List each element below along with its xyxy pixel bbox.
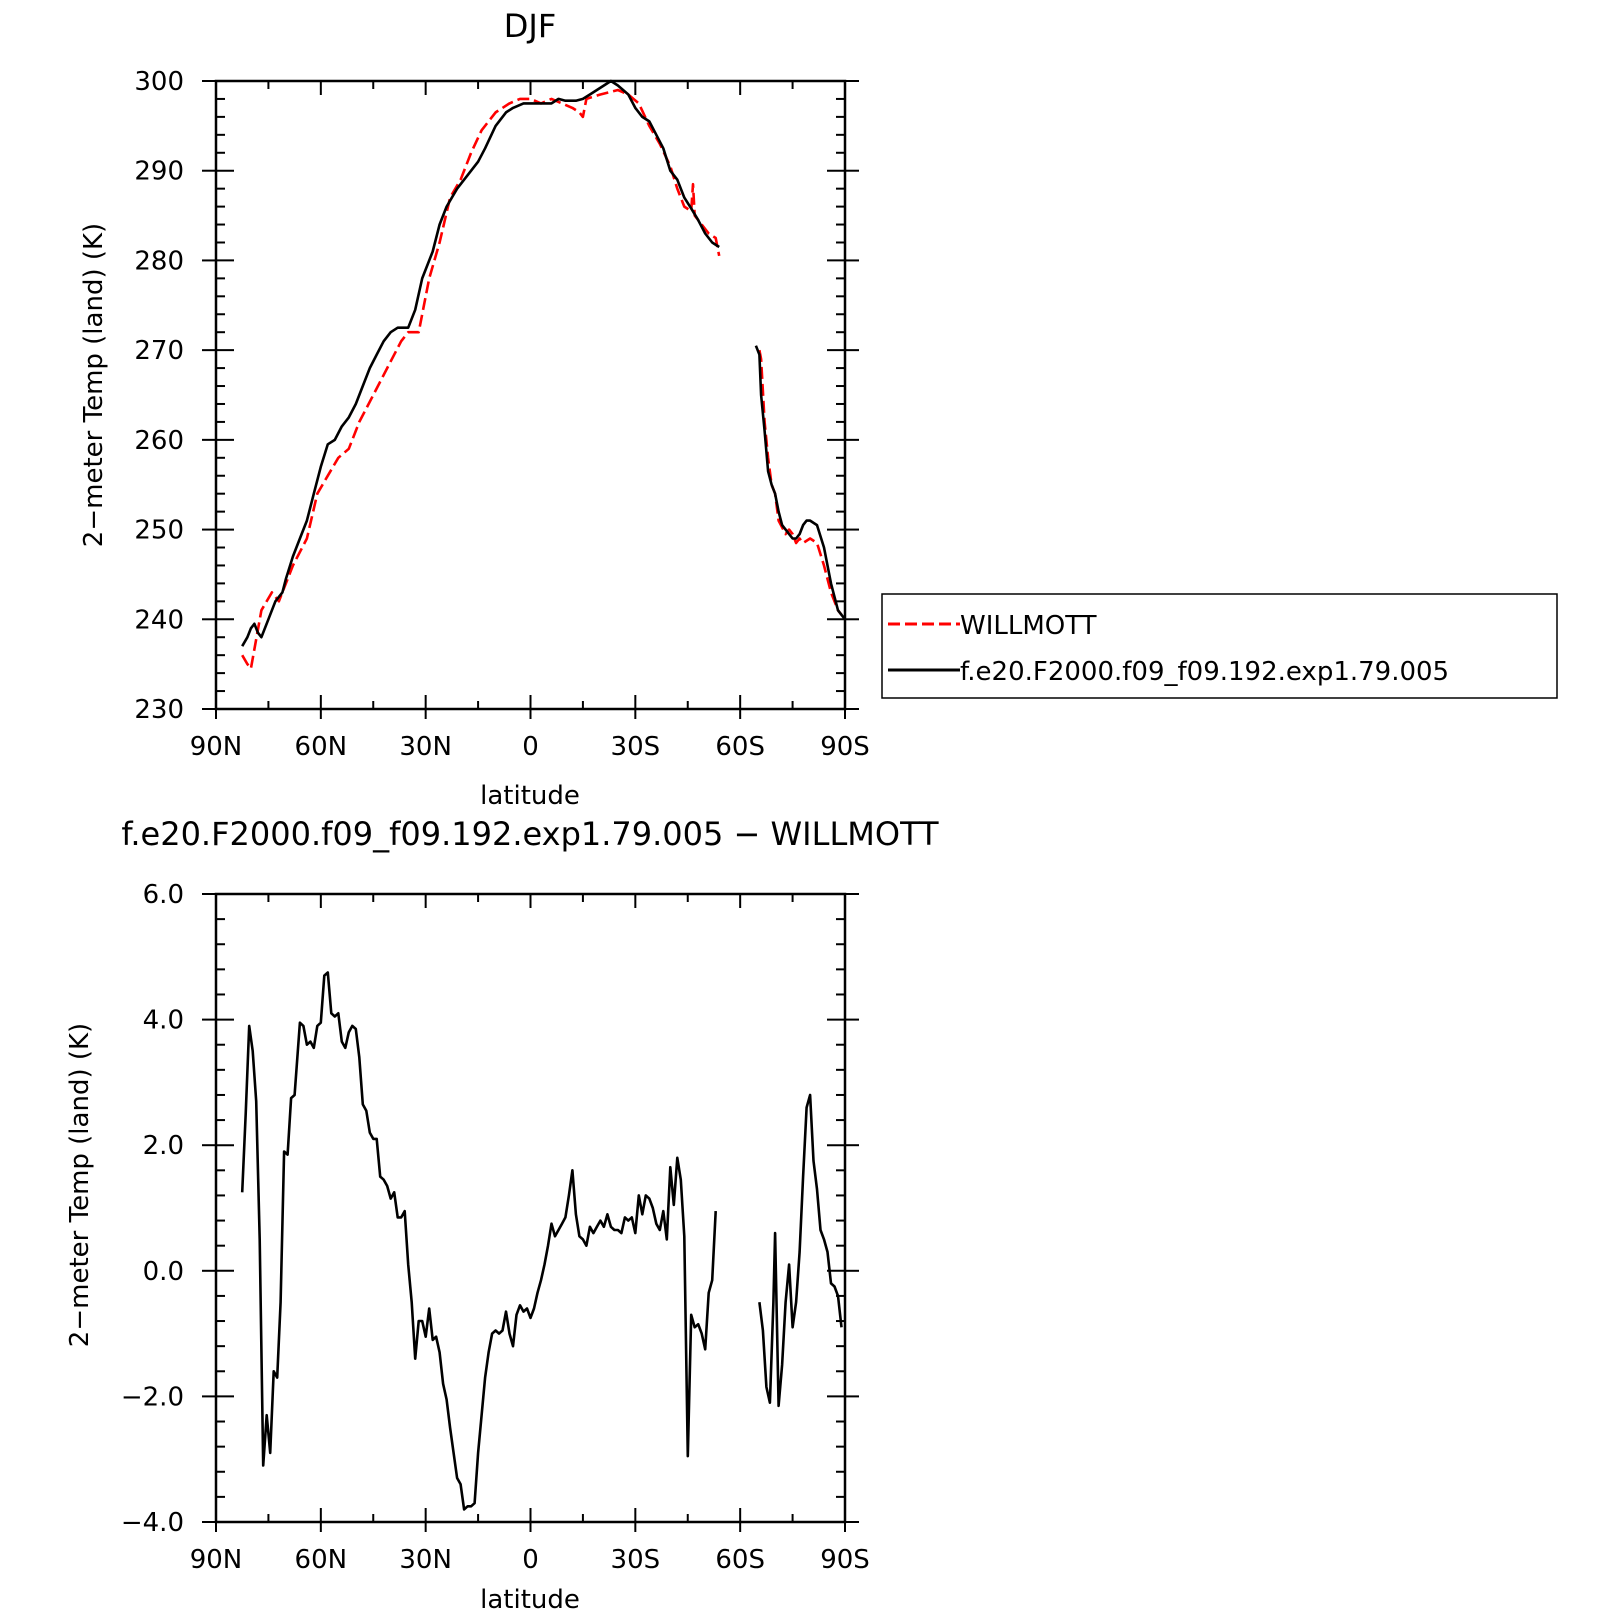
top-series-1-line <box>754 345 847 621</box>
legend-label-willmott: WILLMOTT <box>960 611 1097 641</box>
top-panel: DJF 90N 60N 30N 0 30S 60S 90S 230 240 250 260 270 28… <box>79 7 870 811</box>
bottom-x-tick-label: 60N <box>295 1545 348 1575</box>
top-y-tick-label: 230 <box>134 695 184 725</box>
bottom-series-0-line <box>240 971 717 1511</box>
bottom-plot-frame <box>214 892 847 1524</box>
top-y-tick-label: 240 <box>134 605 184 635</box>
top-y-tick-label: 250 <box>134 516 184 546</box>
legend-label-model: f.e20.F2000.f09_f09.192.exp1.79.005 <box>960 657 1449 687</box>
top-chart-title: DJF <box>504 7 556 45</box>
bottom-y-tick-label: 0.0 <box>143 1257 184 1287</box>
bottom-x-tick-label: 30N <box>399 1545 452 1575</box>
top-x-tick-label: 90S <box>820 732 870 762</box>
top-y-tick-label: 260 <box>134 426 184 456</box>
bottom-y-axis-label: 2−meter Temp (land) (K) <box>65 1023 95 1347</box>
bottom-x-tick-label: 90N <box>190 1545 243 1575</box>
top-y-tick-label: 270 <box>134 336 184 366</box>
top-plot-area: 90N 60N 30N 0 30S 60S 90S 230 240 250 260 270 280 290… <box>134 67 869 762</box>
bottom-plot-area: 90N 60N 30N 0 30S 60S 90S −4.0 −2.0 0.0 2.0 4.0 6.0 <box>121 880 870 1575</box>
bottom-chart-title: f.e20.F2000.f09_f09.192.exp1.79.005 − WI… <box>121 815 939 853</box>
bottom-y-tick-label: −2.0 <box>121 1382 184 1412</box>
bottom-series-0-line <box>758 1093 843 1408</box>
bottom-y-tick-label: 6.0 <box>143 880 184 910</box>
bottom-x-tick-label: 30S <box>611 1545 661 1575</box>
top-x-tick-label: 60S <box>715 732 765 762</box>
bottom-y-tick-label: 2.0 <box>143 1131 184 1161</box>
top-series-0-line <box>241 88 721 670</box>
top-series-1-line <box>241 79 720 647</box>
top-x-tick-label: 30N <box>399 732 452 762</box>
top-x-tick-label: 90N <box>190 732 243 762</box>
top-x-tick-label: 30S <box>611 732 661 762</box>
top-plot-frame <box>214 79 847 711</box>
top-x-tick-label: 0 <box>522 732 539 762</box>
bottom-x-tick-label: 60S <box>715 1545 765 1575</box>
bottom-y-tick-label: −4.0 <box>121 1508 184 1538</box>
top-x-axis-label: latitude <box>480 781 580 811</box>
top-y-tick-label: 290 <box>134 157 184 187</box>
bottom-panel: f.e20.F2000.f09_f09.192.exp1.79.005 − WI… <box>65 815 939 1613</box>
legend-box <box>881 593 1558 699</box>
top-x-tick-label: 60N <box>295 732 348 762</box>
top-y-axis-label: 2−meter Temp (land) (K) <box>79 223 109 547</box>
bottom-y-tick-label: 4.0 <box>143 1006 184 1036</box>
bottom-x-tick-label: 0 <box>522 1545 539 1575</box>
bottom-x-tick-label: 90S <box>820 1545 870 1575</box>
legend: WILLMOTT f.e20.F2000.f09_f09.192.exp1.79… <box>881 593 1558 699</box>
top-y-tick-label: 280 <box>134 246 184 276</box>
top-y-tick-label: 300 <box>134 67 184 97</box>
bottom-x-axis-label: latitude <box>480 1585 580 1613</box>
